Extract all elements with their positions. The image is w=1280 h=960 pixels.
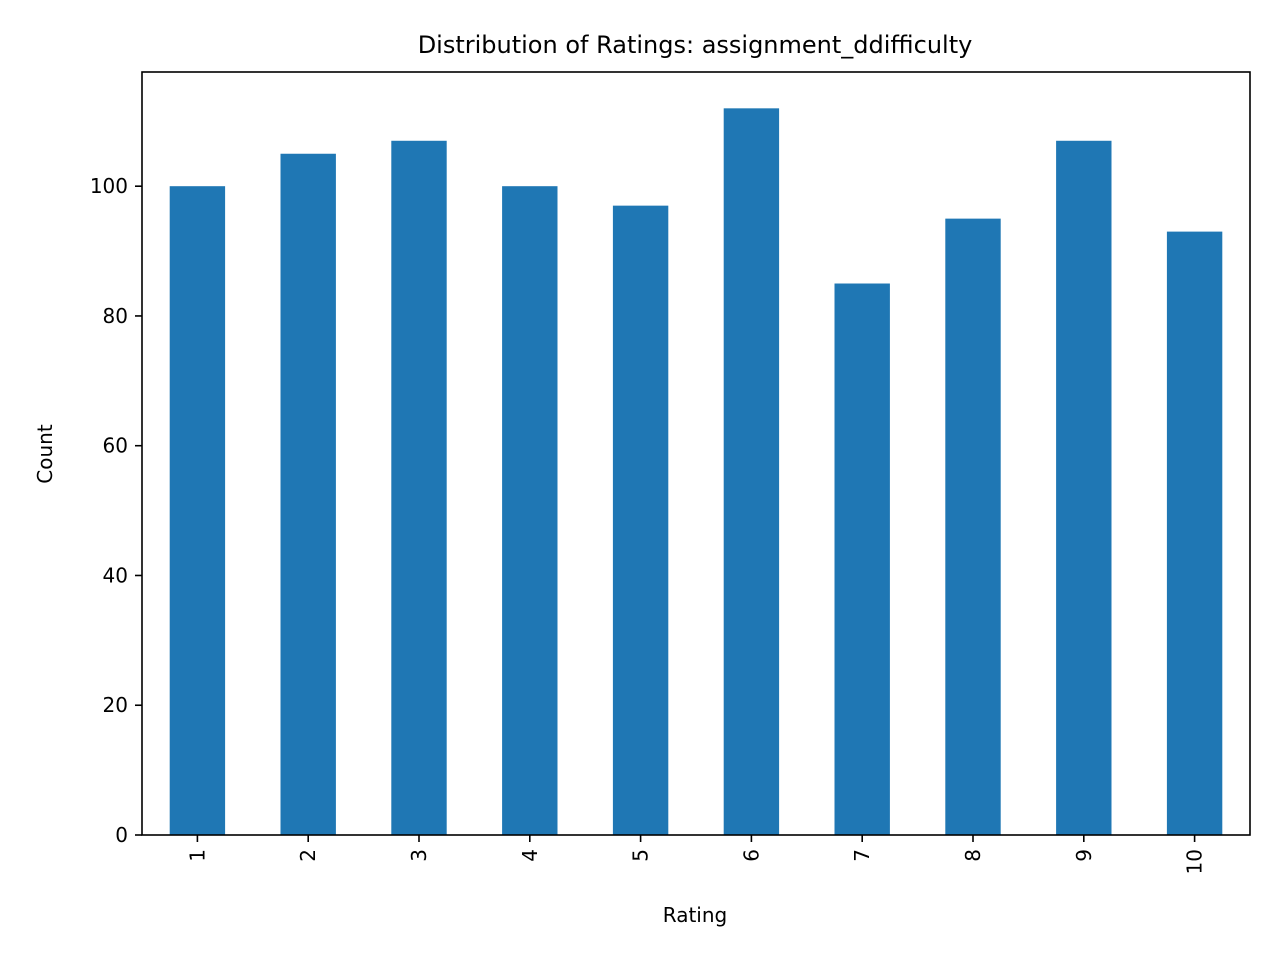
x-axis-label: Rating: [663, 903, 727, 927]
bar-10: [1166, 231, 1223, 836]
chart-title: Distribution of Ratings: assignment_ddif…: [418, 31, 973, 59]
y-tick-label-0: 0: [115, 823, 128, 847]
x-axis: 1 2 3 4 5 6 7 8 9 10: [185, 835, 1207, 874]
bar-6: [723, 108, 780, 835]
x-tick-label-9: 9: [1072, 849, 1096, 862]
x-tick-label-1: 1: [185, 849, 209, 862]
x-tick-label-10: 10: [1183, 849, 1207, 874]
bar-8: [945, 218, 1001, 835]
x-tick-label-7: 7: [850, 849, 874, 862]
y-axis-label: Count: [33, 424, 57, 484]
bar-1: [169, 186, 226, 835]
y-tick-label-80: 80: [103, 304, 128, 328]
x-tick-label-8: 8: [961, 849, 985, 862]
y-tick-label-20: 20: [103, 693, 128, 717]
plot-frame: [141, 71, 1251, 836]
x-tick-label-3: 3: [407, 849, 431, 862]
bar-3: [391, 140, 447, 835]
bar-7: [834, 283, 890, 835]
y-axis: 0 20 40 60 80 100: [90, 174, 142, 847]
x-tick-label-2: 2: [296, 849, 320, 862]
y-tick-label-100: 100: [90, 174, 128, 198]
x-tick-label-4: 4: [518, 849, 542, 862]
bar-9: [1056, 140, 1112, 835]
bar-4: [502, 186, 558, 835]
x-tick-label-5: 5: [629, 849, 653, 862]
y-tick-label-60: 60: [103, 434, 128, 458]
x-tick-label-6: 6: [739, 849, 763, 862]
bar-2: [280, 153, 336, 835]
bar-5: [612, 205, 669, 835]
y-tick-label-40: 40: [103, 563, 128, 587]
bars-group: [169, 108, 1223, 836]
